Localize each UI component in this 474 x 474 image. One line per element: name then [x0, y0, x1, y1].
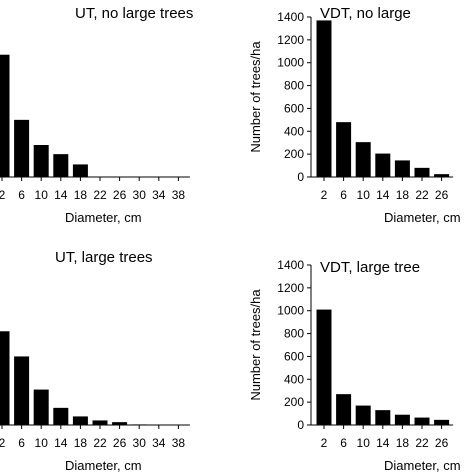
bar	[414, 417, 430, 425]
y-tick-label: 600	[284, 101, 304, 115]
x-tick-label: 18	[74, 436, 88, 450]
bar	[72, 416, 88, 425]
x-tick-label: 38	[172, 188, 186, 202]
bar	[316, 20, 332, 177]
x-tick-label: 34	[152, 188, 166, 202]
bar	[53, 407, 69, 425]
chart-title: UT, no large trees	[75, 5, 193, 22]
x-tick-label: 14	[54, 188, 68, 202]
bar	[414, 167, 430, 177]
x-tick-label: 26	[113, 188, 127, 202]
x-tick-label: 26	[435, 436, 449, 450]
y-tick-label: 1400	[277, 10, 304, 24]
x-tick-label: 26	[435, 188, 449, 202]
x-tick-label: 6	[18, 188, 25, 202]
bar	[72, 164, 88, 177]
bar	[14, 119, 30, 177]
x-tick-label: 2	[321, 188, 328, 202]
x-tick-label: 14	[54, 436, 68, 450]
x-axis-label: Diameter, cm	[384, 458, 461, 473]
x-tick-label: 14	[376, 436, 390, 450]
bar	[394, 160, 410, 177]
y-tick-label: 800	[284, 327, 304, 341]
bar	[394, 414, 410, 425]
x-tick-label: 30	[133, 436, 147, 450]
x-tick-label: 18	[396, 188, 410, 202]
bar	[33, 389, 49, 425]
y-tick-label: 1400	[277, 258, 304, 272]
bar	[336, 394, 352, 425]
x-axis-label: Diameter, cm	[65, 210, 142, 225]
x-axis-label: Diameter, cm	[65, 458, 142, 473]
x-tick-label: 14	[376, 188, 390, 202]
y-axis-label: Number of trees/ha	[248, 41, 263, 153]
y-tick-label: 400	[284, 372, 304, 386]
bar	[33, 145, 49, 177]
x-tick-label: 18	[396, 436, 410, 450]
bar	[355, 142, 371, 177]
x-axis-label: Diameter, cm	[384, 210, 461, 225]
bar	[336, 122, 352, 177]
x-tick-label: 2	[321, 436, 328, 450]
chart-title: VDT, no large	[320, 5, 411, 22]
bar	[112, 422, 128, 425]
y-tick-label: 1200	[277, 281, 304, 295]
bar	[434, 174, 450, 177]
x-tick-label: 18	[74, 188, 88, 202]
x-tick-label: 10	[357, 188, 371, 202]
bar	[375, 153, 391, 177]
x-tick-label: 26	[113, 436, 127, 450]
chart-title: VDT, large tree	[320, 259, 420, 276]
y-tick-label: 400	[284, 124, 304, 138]
x-tick-label: 22	[93, 188, 107, 202]
x-tick-label: 6	[18, 436, 25, 450]
y-tick-label: 1000	[277, 56, 304, 70]
x-tick-label: 10	[357, 436, 371, 450]
x-tick-label: 30	[133, 188, 147, 202]
x-tick-label: 6	[340, 436, 347, 450]
bar	[316, 309, 332, 425]
x-tick-label: 2	[0, 436, 6, 450]
x-tick-label: 22	[93, 436, 107, 450]
bar	[355, 405, 371, 425]
bar	[53, 154, 69, 177]
y-tick-label: 600	[284, 349, 304, 363]
x-tick-label: 22	[415, 188, 429, 202]
bar	[0, 54, 10, 177]
x-tick-label: 34	[152, 436, 166, 450]
bar	[92, 420, 108, 425]
y-tick-label: 0	[297, 170, 304, 184]
x-tick-label: 22	[415, 436, 429, 450]
chart-title: UT, large trees	[55, 249, 153, 266]
x-tick-label: 10	[35, 436, 49, 450]
x-tick-label: 2	[0, 188, 6, 202]
x-tick-label: 10	[35, 188, 49, 202]
bar	[131, 424, 147, 425]
bar	[375, 410, 391, 425]
y-tick-label: 0	[297, 418, 304, 432]
x-tick-label: 38	[172, 436, 186, 450]
y-tick-label: 800	[284, 79, 304, 93]
bar	[14, 356, 30, 425]
bar	[0, 331, 10, 425]
y-tick-label: 200	[284, 147, 304, 161]
y-tick-label: 1000	[277, 304, 304, 318]
y-tick-label: 1200	[277, 33, 304, 47]
x-tick-label: 6	[340, 188, 347, 202]
y-axis-label: Number of trees/ha	[248, 289, 263, 401]
y-tick-label: 200	[284, 395, 304, 409]
bar	[434, 419, 450, 425]
